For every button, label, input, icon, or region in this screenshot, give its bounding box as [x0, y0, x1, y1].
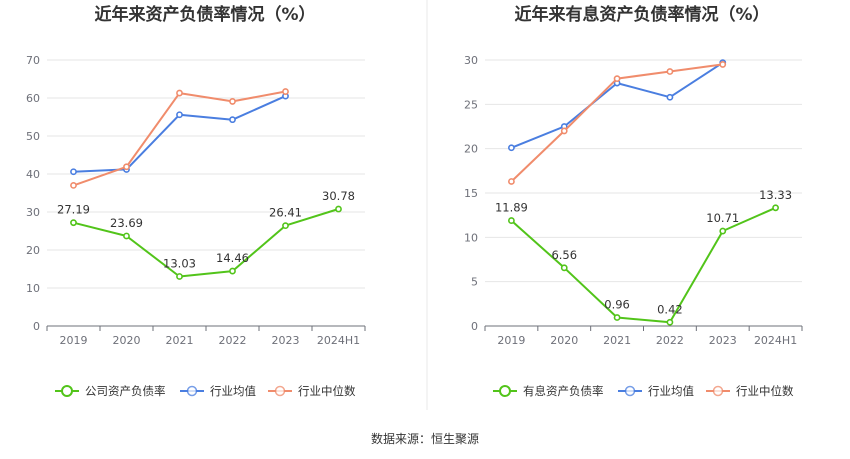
data-point — [560, 127, 568, 135]
chart-title: 近年来资产负债率情况（%） — [94, 4, 315, 25]
x-tick-label: 2020 — [550, 334, 578, 347]
legend-swatch-marker — [499, 385, 511, 397]
legend-label: 行业中位数 — [298, 384, 356, 398]
y-tick-label: 25 — [464, 98, 478, 111]
data-label: 27.19 — [57, 203, 90, 217]
legend-label: 公司资产负债率 — [85, 384, 166, 398]
y-tick-label: 10 — [464, 231, 478, 244]
y-tick-label: 20 — [26, 244, 40, 257]
data-point — [229, 98, 236, 105]
y-tick-label: 15 — [464, 187, 478, 200]
data-point — [666, 68, 674, 75]
y-tick-label: 30 — [26, 206, 40, 219]
data-point — [719, 61, 727, 68]
data-point — [229, 116, 236, 124]
data-point — [70, 219, 77, 227]
x-tick-label: 2023 — [272, 334, 300, 347]
series-line — [73, 95, 286, 173]
data-point — [772, 204, 779, 212]
legend-label: 行业中位数 — [736, 384, 794, 398]
legend-swatch-marker — [274, 385, 286, 397]
legend-swatch-marker — [624, 385, 636, 397]
x-tick-label: 2023 — [709, 334, 737, 347]
x-tick-label: 2021 — [166, 334, 194, 347]
y-tick-label: 20 — [464, 143, 478, 156]
series-line — [510, 206, 777, 324]
data-label: 26.41 — [269, 206, 302, 220]
legend-label: 行业均值 — [648, 384, 694, 398]
data-point — [613, 75, 621, 83]
y-tick-label: 0 — [33, 320, 40, 333]
data-label: 13.03 — [163, 256, 196, 270]
data-label: 11.89 — [495, 201, 528, 215]
data-point — [176, 273, 183, 280]
data-point — [560, 264, 568, 272]
y-tick-label: 50 — [26, 130, 40, 143]
chart-title: 近年来有息资产负债率情况（%） — [514, 4, 769, 25]
data-point — [70, 181, 77, 189]
chart-panel-debt-ratio: 近年来资产负债率情况（%） 0 10 20 30 40 50 60 70 2019 2020 2021… — [26, 4, 366, 398]
data-label: 30.78 — [322, 189, 355, 203]
data-point — [176, 111, 183, 119]
data-point — [176, 89, 183, 97]
data-point — [508, 217, 515, 224]
legend-swatch-marker — [186, 385, 198, 397]
data-point — [508, 144, 515, 152]
legend-swatch-marker — [712, 385, 724, 397]
data-point — [613, 314, 621, 321]
series-line — [73, 208, 339, 278]
data-point — [282, 88, 289, 95]
legend-label: 行业均值 — [210, 384, 256, 398]
data-label: 6.56 — [551, 248, 577, 262]
data-point — [719, 227, 727, 235]
y-tick-label: 60 — [26, 92, 40, 105]
legend-swatch-marker — [61, 385, 73, 397]
data-point — [508, 178, 515, 185]
x-tick-label: 2020 — [113, 334, 141, 347]
y-tick-label: 10 — [26, 282, 40, 295]
data-source-note: 数据来源：恒生聚源 — [371, 431, 479, 446]
data-point — [666, 318, 674, 326]
y-tick-label: 40 — [26, 168, 40, 181]
y-tick-label: 0 — [471, 320, 478, 333]
x-tick-label: 2019 — [60, 334, 88, 347]
data-label: 13.33 — [759, 188, 792, 202]
data-point — [123, 163, 130, 171]
data-point — [123, 232, 130, 240]
data-label: 0.42 — [657, 302, 683, 316]
chart-panel-interest-debt-ratio: 近年来有息资产负债率情况（%） 0 5 10 15 20 25 30 2019 2020 2021 2… — [464, 4, 803, 398]
data-point — [335, 205, 342, 213]
y-tick-label: 70 — [26, 54, 40, 67]
data-point — [282, 222, 289, 230]
data-point — [229, 267, 236, 275]
data-label: 23.69 — [110, 216, 143, 230]
y-tick-label: 30 — [464, 54, 478, 67]
x-tick-label: 2022 — [656, 334, 684, 347]
x-tick-label: 2024H1 — [754, 334, 797, 347]
data-label: 10.71 — [706, 211, 739, 225]
x-tick-label: 2019 — [497, 334, 525, 347]
y-tick-label: 5 — [471, 276, 478, 289]
legend-label: 有息资产负债率 — [523, 384, 604, 398]
x-tick-label: 2022 — [219, 334, 247, 347]
data-point — [666, 93, 674, 101]
data-label: 0.96 — [604, 297, 630, 311]
x-tick-label: 2021 — [603, 334, 631, 347]
x-tick-label: 2024H1 — [317, 334, 360, 347]
data-label: 14.46 — [216, 251, 249, 265]
data-point — [70, 168, 77, 176]
